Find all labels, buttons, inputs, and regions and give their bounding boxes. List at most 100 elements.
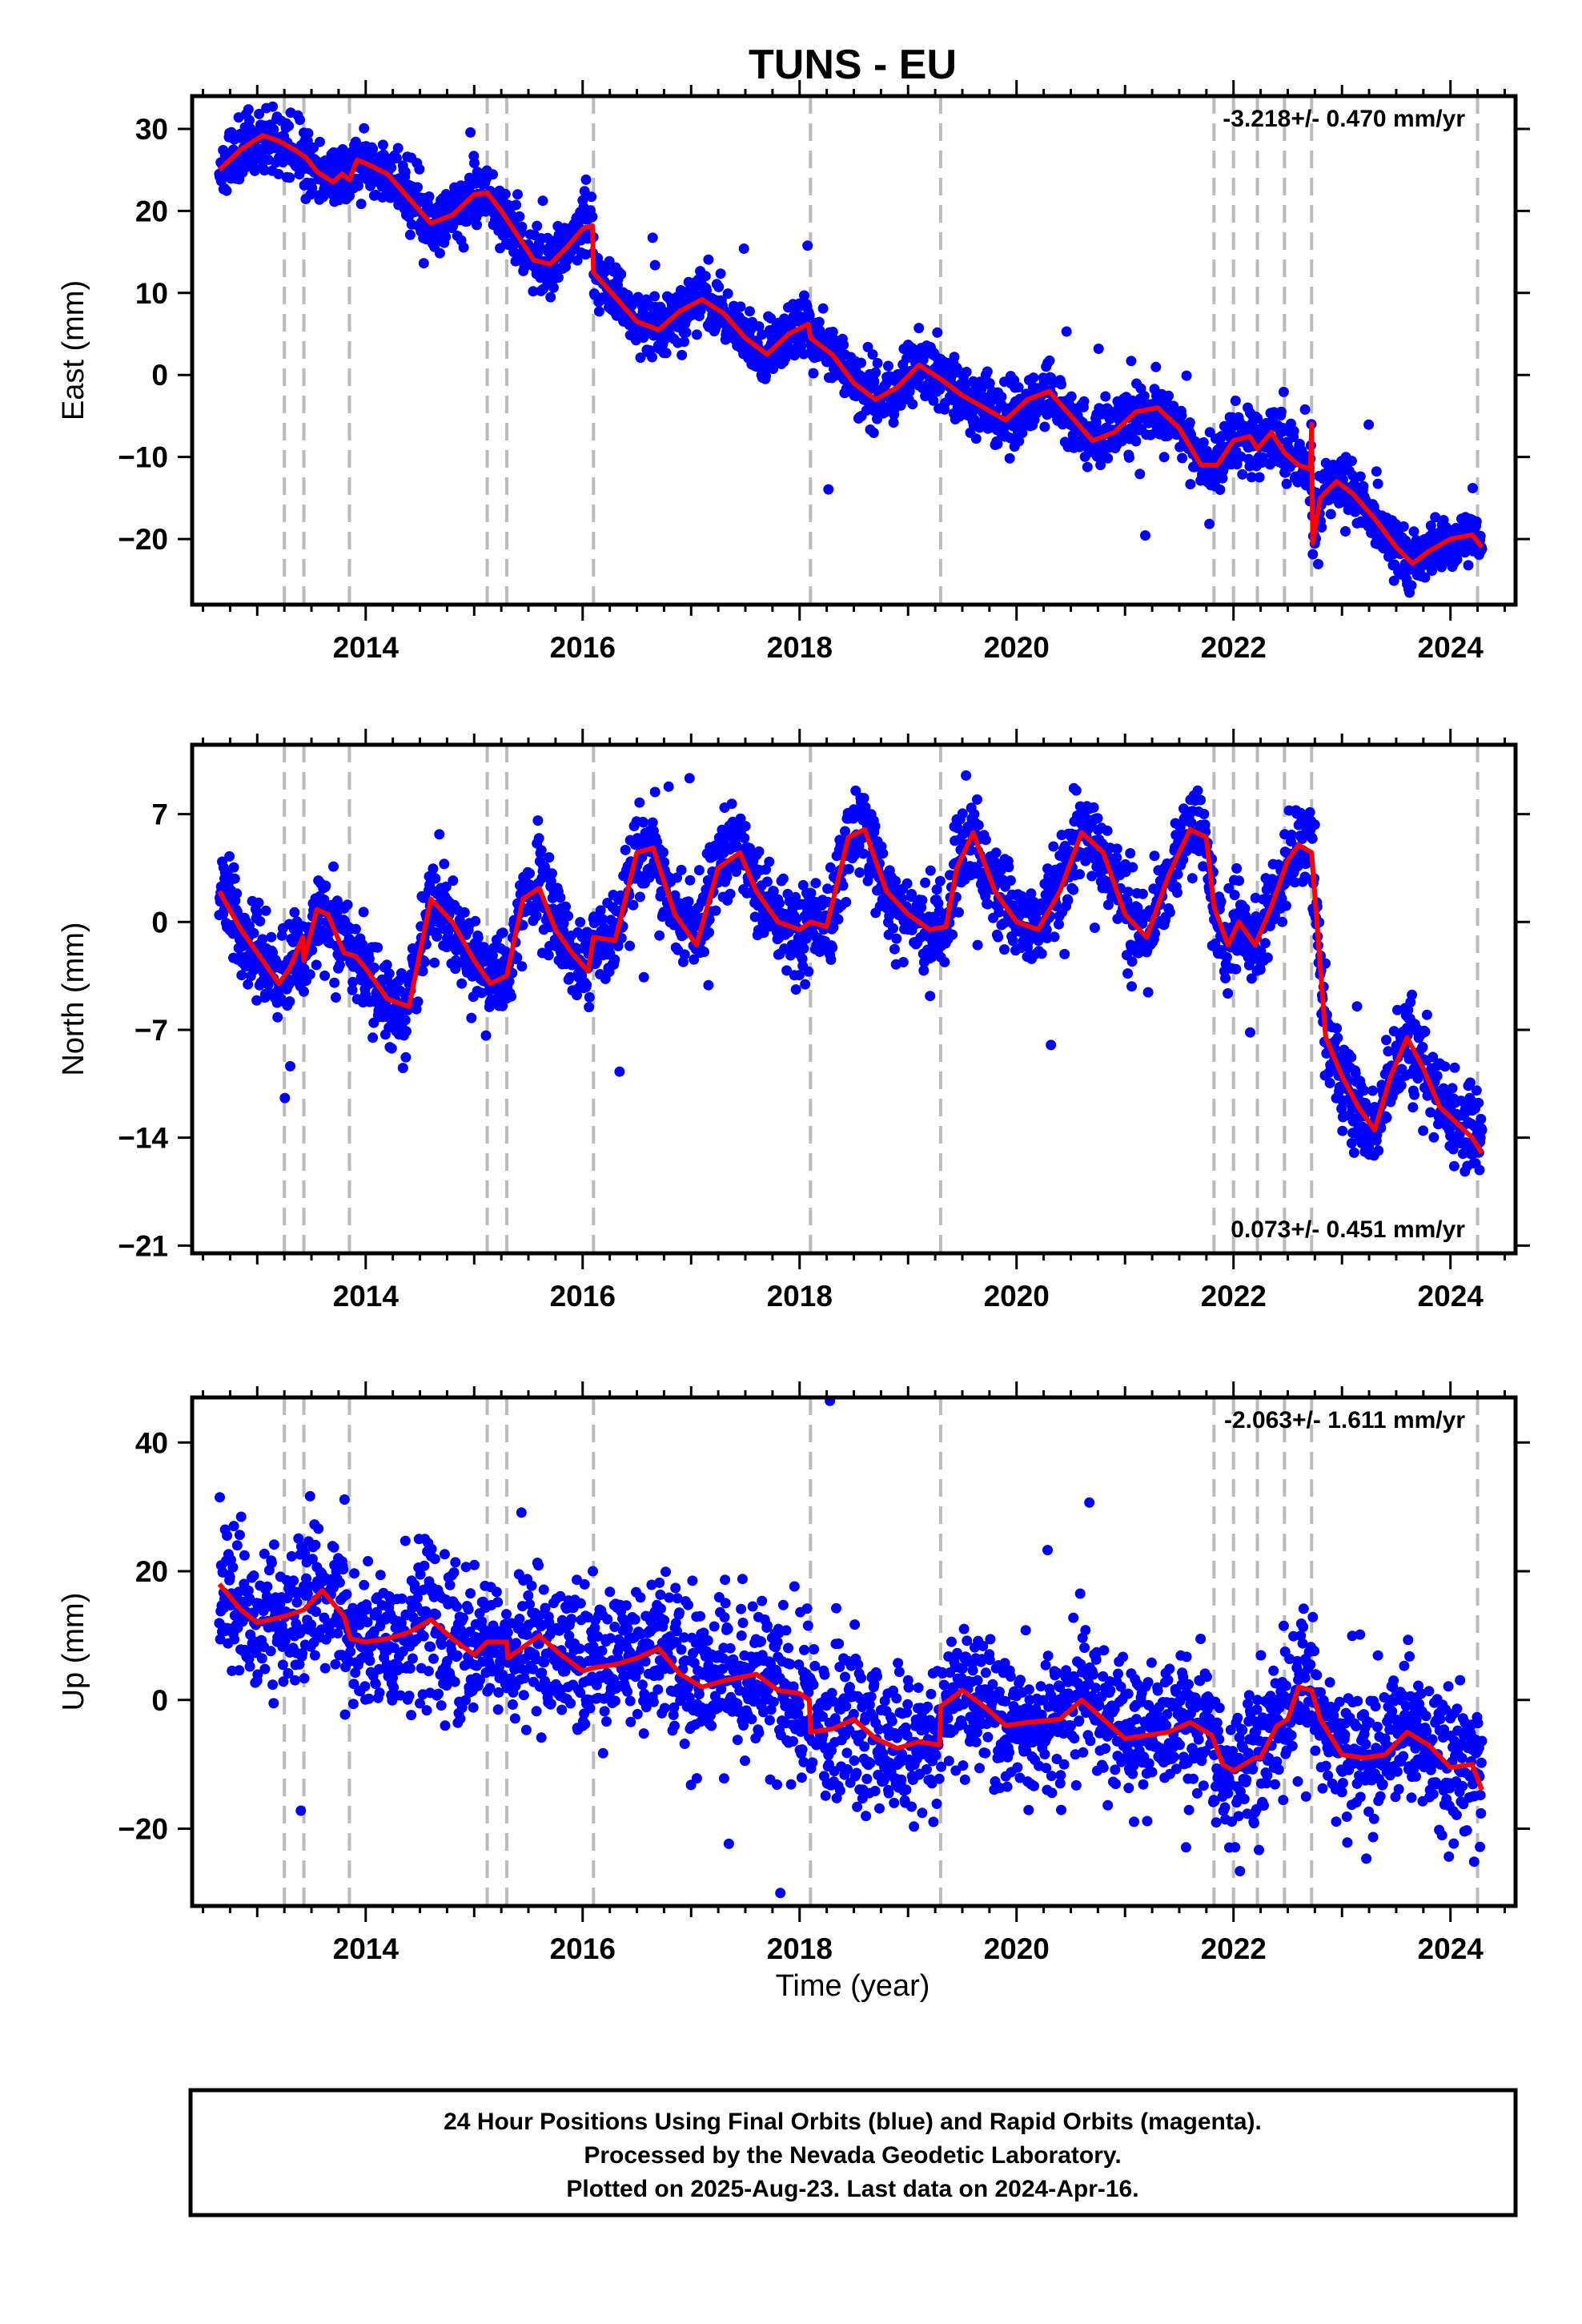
data-point [888,923,898,934]
data-point [765,312,777,324]
data-point [957,808,968,819]
data-point [307,183,318,194]
data-point [961,367,972,377]
data-point [858,848,869,859]
data-point [703,979,714,991]
data-point [1262,952,1273,963]
data-point [1325,509,1336,520]
data-point [1275,406,1287,417]
data-point [932,327,943,338]
data-point [1255,964,1266,975]
data-point [658,846,669,858]
data-point [976,383,987,394]
data-point [777,873,789,884]
data-point [355,199,367,210]
data-point [1013,382,1024,393]
data-point [331,992,341,1003]
data-point [397,1063,408,1074]
data-point [459,907,470,918]
data-point [928,395,939,406]
data-point [713,281,725,292]
data-point [996,392,1007,402]
data-point [1280,900,1291,911]
data-point [805,887,817,899]
data-point [982,899,994,910]
data-point [1229,890,1240,901]
data-point [1014,436,1025,447]
data-point [1245,1027,1255,1038]
data-point [575,917,586,927]
data-point [1062,895,1074,906]
chart-title: TUNS - EU [749,42,957,88]
data-point [803,966,814,977]
data-point [990,847,1002,858]
data-point [383,968,395,979]
data-point [365,180,376,191]
data-point [1372,478,1383,489]
data-point [267,101,279,112]
y-tick-label: 10 [135,277,168,310]
data-point [318,191,329,203]
data-point [472,932,484,943]
data-point [638,971,649,983]
data-point [257,934,268,945]
data-point [970,433,982,444]
data-point [693,865,705,876]
data-point [1140,530,1150,541]
data-point [315,136,325,147]
data-point [1204,518,1215,529]
data-point [581,979,592,991]
data-point [725,888,736,899]
data-point [920,877,931,888]
data-point [949,352,960,363]
data-point [1122,887,1134,898]
data-point [961,770,972,781]
data-point [1080,855,1091,866]
data-point [872,358,883,368]
data-point [244,115,255,126]
data-point [506,991,517,1002]
data-point [1122,968,1134,979]
data-point [1048,841,1059,852]
data-point [1070,785,1082,796]
data-point [1164,907,1175,918]
data-point [1089,923,1100,933]
data-point [808,368,819,379]
data-point [790,984,801,995]
data-point [802,240,813,251]
data-point [740,821,751,832]
data-point [359,123,370,134]
data-point [295,115,306,126]
data-point [352,180,363,191]
data-point [889,943,900,955]
data-point [279,1092,291,1104]
data-point [1199,809,1210,819]
data-point [439,858,450,870]
data-point [1066,391,1077,402]
data-point [1088,802,1099,813]
data-point [1007,935,1018,947]
data-point [934,875,946,887]
data-point [255,915,266,927]
data-point [635,352,646,364]
data-point [391,153,402,163]
data-point [800,979,811,990]
data-point [1150,361,1162,372]
data-point [367,1032,379,1043]
data-point [514,211,525,222]
data-point [999,944,1010,955]
data-point [253,897,264,908]
data-point [913,323,925,334]
y-tick-label: 0 [151,359,168,392]
data-point [328,861,339,872]
data-point [993,931,1004,943]
data-point [440,231,452,243]
data-point [386,1043,397,1054]
data-point [400,1015,411,1026]
data-point [897,957,909,967]
data-point [303,128,314,139]
data-point [827,327,838,337]
data-point [1215,896,1227,907]
data-point [584,991,595,1003]
